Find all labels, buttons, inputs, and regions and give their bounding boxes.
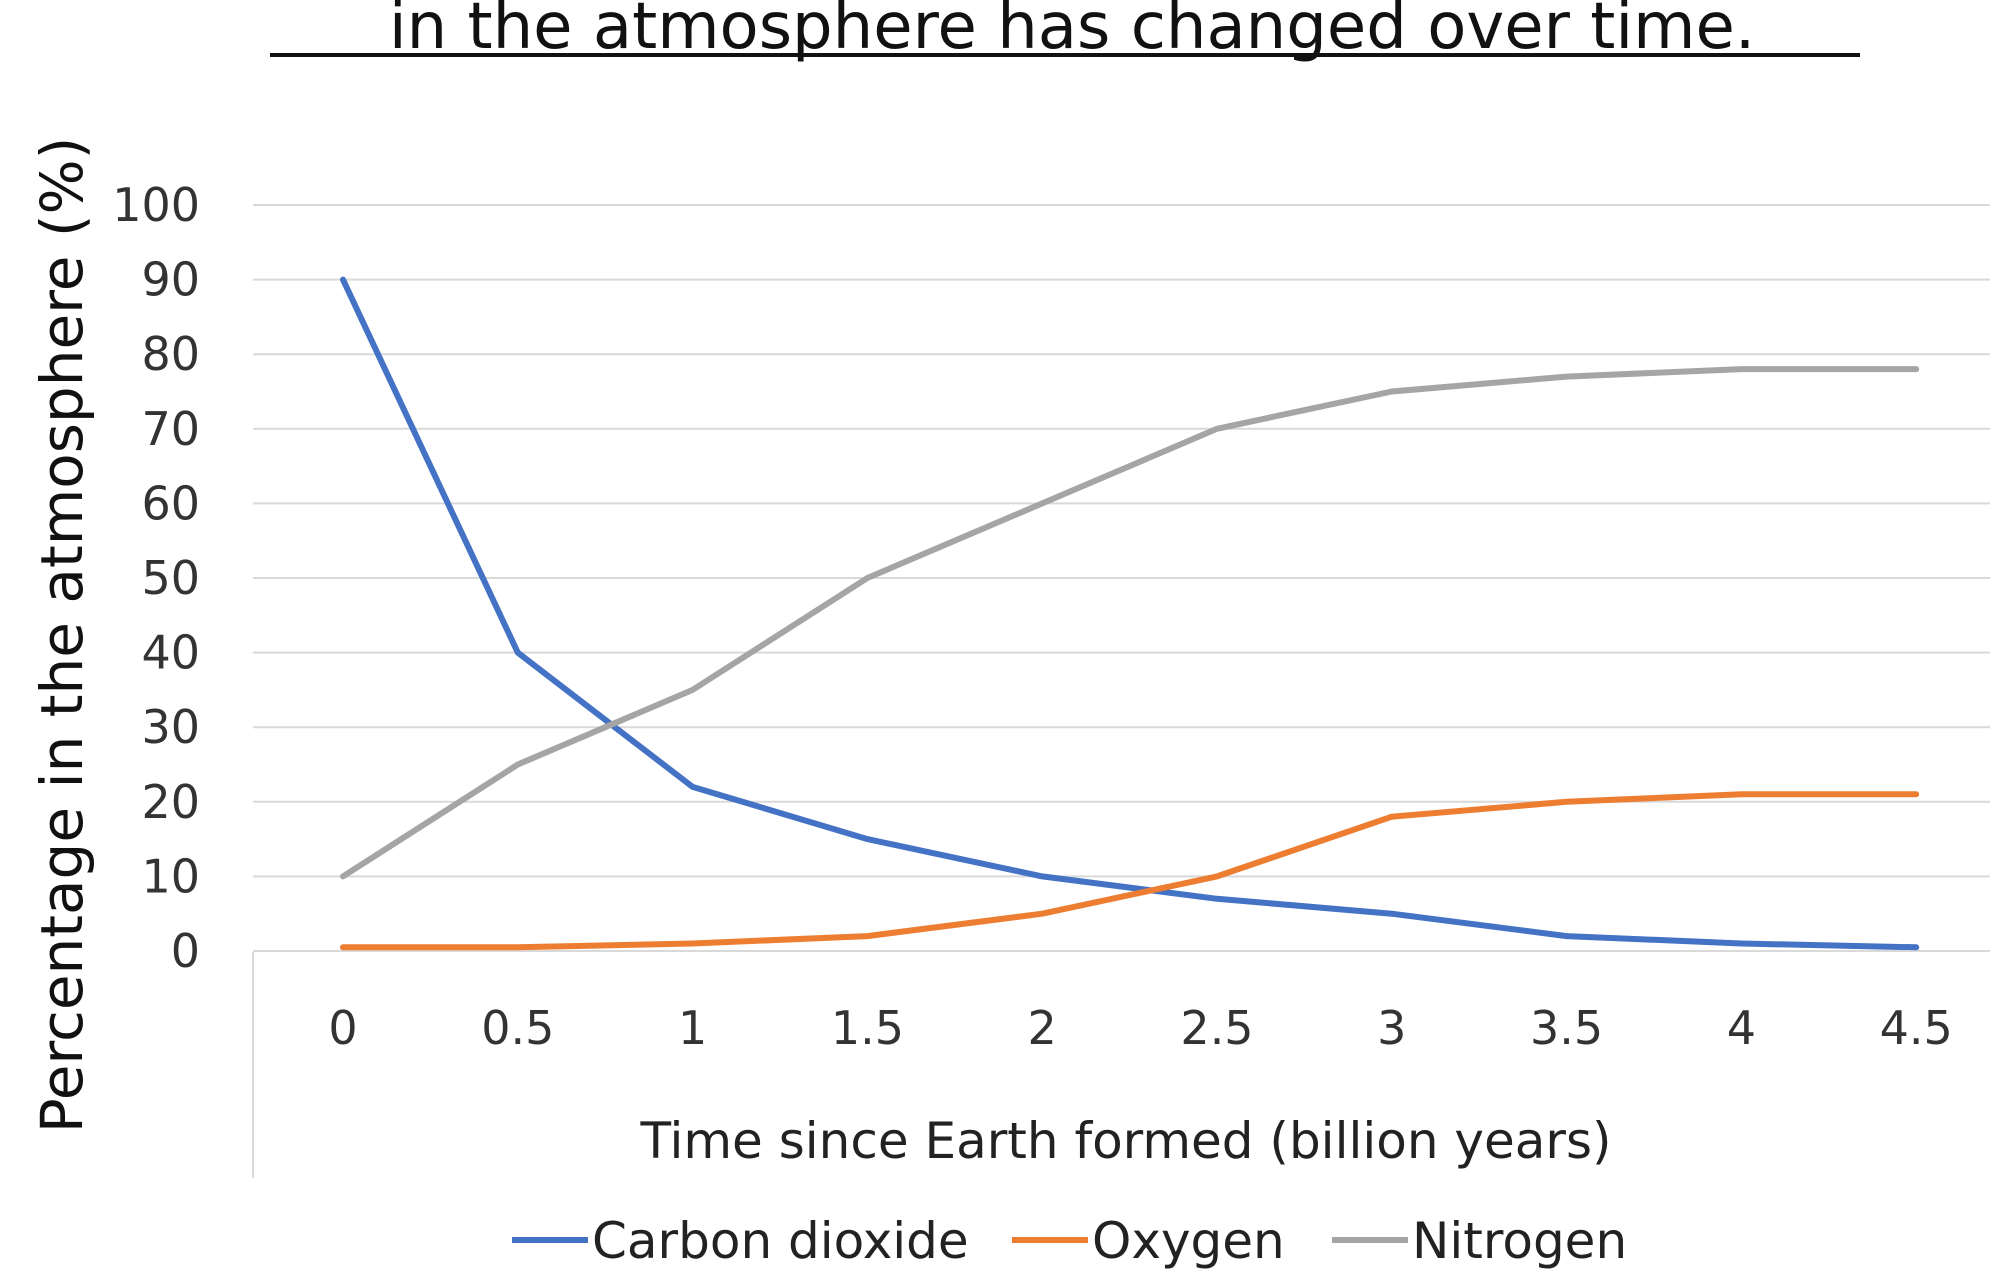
y-tick-label: 30: [141, 700, 200, 754]
legend: Carbon dioxide Oxygen Nitrogen: [512, 1212, 1627, 1269]
x-tick-label: 1: [678, 1001, 707, 1055]
x-tick-label: 0.5: [481, 1001, 554, 1055]
x-tick-label: 0: [328, 1001, 357, 1055]
x-tick-label: 2.5: [1180, 1001, 1253, 1055]
x-axis-label: Time since Earth formed (billion years): [639, 1112, 1611, 1170]
y-tick-label: 40: [141, 626, 200, 680]
x-tick-label: 3: [1377, 1001, 1406, 1055]
y-tick-label: 10: [141, 849, 200, 903]
y-tick-label: 100: [112, 178, 200, 232]
x-tick-label: 4.5: [1880, 1001, 1953, 1055]
x-tick-label: 2: [1028, 1001, 1057, 1055]
series-line-oxygen: [340, 791, 1920, 951]
y-tick-labels: 0 10 20 30 40 50 60 70 80 90 100: [112, 178, 200, 978]
y-tick-label: 20: [141, 775, 200, 829]
series-line-nitrogen: [340, 366, 1920, 880]
legend-label-oxygen: Oxygen: [1092, 1212, 1285, 1269]
y-tick-label: 90: [141, 253, 200, 307]
y-tick-label: 70: [141, 402, 200, 456]
series-lines: [340, 276, 1920, 951]
legend-label-carbon-dioxide: Carbon dioxide: [592, 1212, 969, 1269]
y-tick-label: 0: [171, 924, 200, 978]
legend-label-nitrogen: Nitrogen: [1412, 1212, 1627, 1269]
y-tick-label: 80: [141, 327, 200, 381]
y-tick-label: 50: [141, 551, 200, 605]
y-tick-label: 60: [141, 476, 200, 530]
x-tick-label: 3.5: [1530, 1001, 1603, 1055]
x-tick-labels: 0 0.5 1 1.5 2 2.5 3 3.5 4 4.5: [328, 1001, 1952, 1055]
x-tick-label: 1.5: [831, 1001, 904, 1055]
x-tick-label: 4: [1727, 1001, 1756, 1055]
gridlines: [253, 204, 1990, 952]
series-line-carbon-dioxide: [340, 276, 1920, 951]
y-axis-label: Percentage in the atmosphere (%): [28, 137, 96, 1133]
